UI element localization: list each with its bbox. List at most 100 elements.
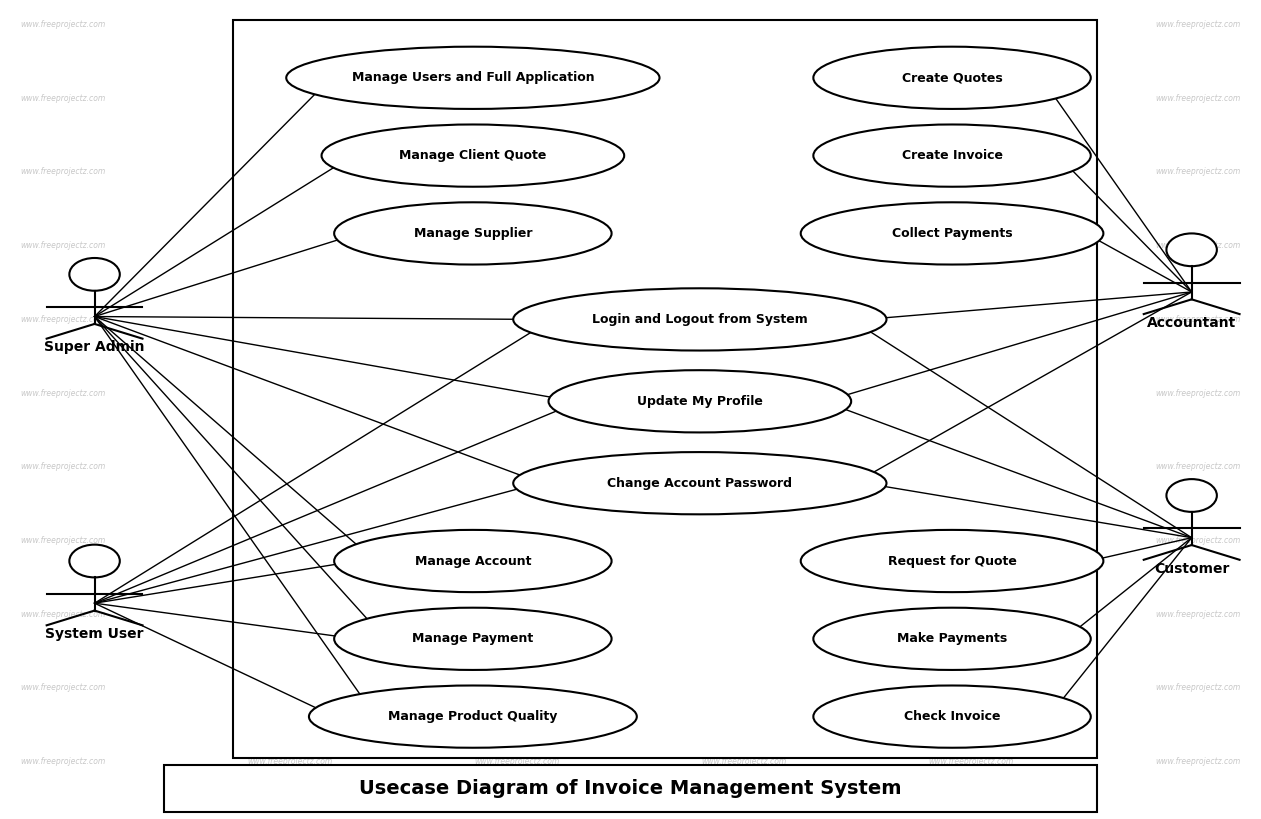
Text: www.freeprojectz.com: www.freeprojectz.com: [20, 315, 106, 324]
Text: www.freeprojectz.com: www.freeprojectz.com: [1155, 315, 1241, 324]
Text: Customer: Customer: [1154, 562, 1229, 576]
Circle shape: [69, 545, 120, 577]
Text: www.freeprojectz.com: www.freeprojectz.com: [928, 758, 1014, 766]
Text: www.freeprojectz.com: www.freeprojectz.com: [1155, 536, 1241, 545]
Bar: [164, 765, 1097, 812]
Text: www.freeprojectz.com: www.freeprojectz.com: [20, 684, 106, 692]
Text: www.freeprojectz.com: www.freeprojectz.com: [928, 20, 1014, 29]
Text: www.freeprojectz.com: www.freeprojectz.com: [247, 610, 333, 618]
Text: Login and Logout from System: Login and Logout from System: [591, 313, 808, 326]
Text: Usecase Diagram of Invoice Management System: Usecase Diagram of Invoice Management Sy…: [359, 779, 902, 799]
Text: www.freeprojectz.com: www.freeprojectz.com: [20, 610, 106, 618]
Text: www.freeprojectz.com: www.freeprojectz.com: [928, 684, 1014, 692]
Text: www.freeprojectz.com: www.freeprojectz.com: [474, 20, 560, 29]
Text: www.freeprojectz.com: www.freeprojectz.com: [20, 94, 106, 102]
Text: Accountant: Accountant: [1148, 316, 1236, 330]
Text: www.freeprojectz.com: www.freeprojectz.com: [474, 389, 560, 397]
Text: Manage Account: Manage Account: [415, 554, 531, 568]
Text: Collect Payments: Collect Payments: [892, 227, 1013, 240]
Text: Manage Payment: Manage Payment: [412, 632, 533, 645]
Text: Change Account Password: Change Account Password: [608, 477, 792, 490]
Text: www.freeprojectz.com: www.freeprojectz.com: [474, 610, 560, 618]
Text: Manage Product Quality: Manage Product Quality: [388, 710, 557, 723]
Ellipse shape: [286, 47, 660, 109]
Text: www.freeprojectz.com: www.freeprojectz.com: [1155, 168, 1241, 176]
Text: www.freeprojectz.com: www.freeprojectz.com: [1155, 463, 1241, 471]
Text: www.freeprojectz.com: www.freeprojectz.com: [701, 242, 787, 250]
Ellipse shape: [813, 686, 1091, 748]
Text: www.freeprojectz.com: www.freeprojectz.com: [701, 389, 787, 397]
Text: Update My Profile: Update My Profile: [637, 395, 763, 408]
Ellipse shape: [334, 530, 612, 592]
Ellipse shape: [322, 124, 624, 187]
Ellipse shape: [549, 370, 851, 432]
Text: www.freeprojectz.com: www.freeprojectz.com: [928, 536, 1014, 545]
Ellipse shape: [813, 608, 1091, 670]
Text: www.freeprojectz.com: www.freeprojectz.com: [247, 536, 333, 545]
Text: www.freeprojectz.com: www.freeprojectz.com: [474, 315, 560, 324]
Text: www.freeprojectz.com: www.freeprojectz.com: [20, 389, 106, 397]
Ellipse shape: [813, 47, 1091, 109]
Ellipse shape: [513, 452, 886, 514]
Text: www.freeprojectz.com: www.freeprojectz.com: [474, 684, 560, 692]
Text: Create Invoice: Create Invoice: [902, 149, 1002, 162]
Text: www.freeprojectz.com: www.freeprojectz.com: [701, 536, 787, 545]
Text: Create Quotes: Create Quotes: [902, 71, 1002, 84]
Text: Make Payments: Make Payments: [897, 632, 1008, 645]
Text: www.freeprojectz.com: www.freeprojectz.com: [1155, 20, 1241, 29]
Text: www.freeprojectz.com: www.freeprojectz.com: [474, 463, 560, 471]
Text: www.freeprojectz.com: www.freeprojectz.com: [247, 242, 333, 250]
Circle shape: [1166, 479, 1217, 512]
Text: www.freeprojectz.com: www.freeprojectz.com: [928, 94, 1014, 102]
Text: www.freeprojectz.com: www.freeprojectz.com: [247, 20, 333, 29]
Text: www.freeprojectz.com: www.freeprojectz.com: [1155, 389, 1241, 397]
Ellipse shape: [813, 124, 1091, 187]
Text: www.freeprojectz.com: www.freeprojectz.com: [20, 168, 106, 176]
Text: www.freeprojectz.com: www.freeprojectz.com: [701, 20, 787, 29]
Text: www.freeprojectz.com: www.freeprojectz.com: [20, 758, 106, 766]
Text: www.freeprojectz.com: www.freeprojectz.com: [474, 94, 560, 102]
Text: www.freeprojectz.com: www.freeprojectz.com: [247, 389, 333, 397]
Text: www.freeprojectz.com: www.freeprojectz.com: [20, 242, 106, 250]
Text: www.freeprojectz.com: www.freeprojectz.com: [247, 94, 333, 102]
Text: www.freeprojectz.com: www.freeprojectz.com: [247, 168, 333, 176]
Text: www.freeprojectz.com: www.freeprojectz.com: [928, 463, 1014, 471]
Text: www.freeprojectz.com: www.freeprojectz.com: [474, 536, 560, 545]
Text: www.freeprojectz.com: www.freeprojectz.com: [474, 242, 560, 250]
Text: www.freeprojectz.com: www.freeprojectz.com: [928, 168, 1014, 176]
Text: www.freeprojectz.com: www.freeprojectz.com: [701, 684, 787, 692]
Text: www.freeprojectz.com: www.freeprojectz.com: [701, 610, 787, 618]
Ellipse shape: [801, 530, 1103, 592]
Text: Check Invoice: Check Invoice: [904, 710, 1000, 723]
Text: www.freeprojectz.com: www.freeprojectz.com: [701, 168, 787, 176]
Ellipse shape: [334, 608, 612, 670]
Text: www.freeprojectz.com: www.freeprojectz.com: [1155, 610, 1241, 618]
Text: www.freeprojectz.com: www.freeprojectz.com: [20, 536, 106, 545]
Bar: [233, 20, 1097, 758]
Text: Manage Supplier: Manage Supplier: [414, 227, 532, 240]
Ellipse shape: [309, 686, 637, 748]
Text: www.freeprojectz.com: www.freeprojectz.com: [20, 463, 106, 471]
Text: www.freeprojectz.com: www.freeprojectz.com: [1155, 684, 1241, 692]
Text: www.freeprojectz.com: www.freeprojectz.com: [247, 463, 333, 471]
Text: www.freeprojectz.com: www.freeprojectz.com: [474, 168, 560, 176]
Text: System User: System User: [45, 627, 144, 641]
Ellipse shape: [801, 202, 1103, 265]
Text: www.freeprojectz.com: www.freeprojectz.com: [928, 242, 1014, 250]
Text: www.freeprojectz.com: www.freeprojectz.com: [701, 758, 787, 766]
Text: Manage Client Quote: Manage Client Quote: [400, 149, 546, 162]
Text: www.freeprojectz.com: www.freeprojectz.com: [1155, 94, 1241, 102]
Circle shape: [1166, 233, 1217, 266]
Ellipse shape: [513, 288, 886, 351]
Text: Request for Quote: Request for Quote: [888, 554, 1016, 568]
Circle shape: [69, 258, 120, 291]
Text: www.freeprojectz.com: www.freeprojectz.com: [247, 758, 333, 766]
Text: www.freeprojectz.com: www.freeprojectz.com: [247, 684, 333, 692]
Text: www.freeprojectz.com: www.freeprojectz.com: [928, 315, 1014, 324]
Text: www.freeprojectz.com: www.freeprojectz.com: [474, 758, 560, 766]
Text: www.freeprojectz.com: www.freeprojectz.com: [701, 463, 787, 471]
Text: Super Admin: Super Admin: [44, 341, 145, 355]
Text: Manage Users and Full Application: Manage Users and Full Application: [352, 71, 594, 84]
Text: www.freeprojectz.com: www.freeprojectz.com: [701, 315, 787, 324]
Text: www.freeprojectz.com: www.freeprojectz.com: [928, 389, 1014, 397]
